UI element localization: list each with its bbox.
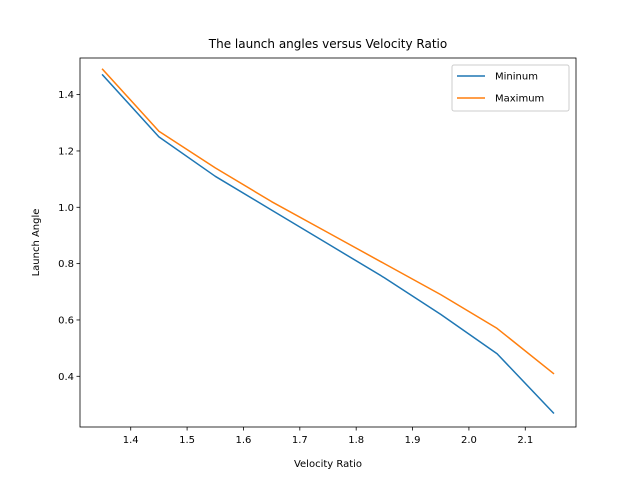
axes-border — [79, 57, 577, 428]
y-tick-label: 1.4 — [58, 90, 74, 101]
x-tick-label: 2.0 — [461, 435, 477, 446]
chart-title: The launch angles versus Velocity Ratio — [208, 37, 447, 51]
x-tick-label: 1.7 — [292, 435, 308, 446]
x-tick-label: 2.1 — [517, 435, 533, 446]
x-tick-label: 1.8 — [348, 435, 364, 446]
y-tick-label: 0.4 — [58, 372, 74, 383]
series-line-maximum — [101, 68, 555, 375]
y-axis-ticks: 0.4 0.6 0.8 1.0 1.2 1.4 — [58, 90, 80, 383]
y-tick-label: 0.6 — [58, 315, 74, 326]
y-tick-label: 1.0 — [58, 203, 74, 214]
y-axis-label: Launch Angle — [31, 209, 42, 277]
y-tick-label: 0.8 — [58, 259, 74, 270]
plot-background — [80, 58, 576, 427]
legend-label-maximum: Maximum — [495, 94, 544, 105]
x-axis-ticks: 1.4 1.5 1.6 1.7 1.8 1.9 2.0 2.1 — [123, 427, 533, 446]
x-axis-label: Velocity Ratio — [294, 459, 362, 470]
x-tick-label: 1.5 — [179, 435, 195, 446]
series-line-mininum — [101, 73, 555, 414]
axes-frame — [79, 57, 577, 428]
x-tick-label: 1.9 — [405, 435, 421, 446]
x-tick-label: 1.6 — [236, 435, 252, 446]
y-tick-label: 1.2 — [58, 146, 74, 157]
x-tick-label: 1.4 — [123, 435, 139, 446]
series-layer — [101, 68, 555, 414]
plot-area — [80, 58, 576, 427]
legend: Mininum Maximum — [451, 64, 570, 112]
legend-label-mininum: Mininum — [495, 72, 538, 83]
